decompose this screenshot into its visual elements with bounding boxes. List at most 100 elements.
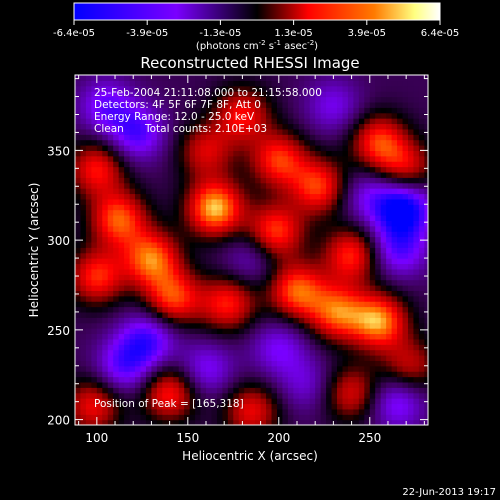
heatmap-cell	[271, 317, 278, 324]
heatmap-cell	[276, 91, 284, 98]
heatmap-cell	[167, 360, 174, 367]
heatmap-cell	[320, 311, 327, 318]
heatmap-cell	[315, 85, 322, 92]
heatmap-cell	[249, 177, 256, 184]
heatmap-cell	[304, 333, 311, 340]
heatmap-cell	[407, 123, 415, 130]
heatmap-cell	[375, 392, 382, 399]
heatmap-cell	[118, 360, 125, 367]
heatmap-cell	[91, 118, 98, 125]
heatmap-cell	[244, 215, 251, 221]
heatmap-cell	[85, 80, 92, 87]
heatmap-cell	[293, 365, 300, 372]
heatmap-cell	[167, 371, 174, 378]
heatmap-cell	[353, 322, 360, 329]
heatmap-cell	[260, 344, 267, 351]
heatmap-cell	[129, 301, 136, 308]
heatmap-cell	[107, 268, 114, 275]
heatmap-cell	[91, 123, 98, 130]
heatmap-cell	[320, 371, 327, 378]
heatmap-cell	[113, 112, 120, 119]
heatmap-cell	[375, 209, 382, 216]
heatmap-cell	[91, 263, 98, 270]
heatmap-cell	[353, 295, 360, 302]
heatmap-cell	[135, 241, 142, 248]
heatmap-cell	[156, 376, 163, 383]
heatmap-cell	[173, 333, 180, 340]
heatmap-cell	[178, 177, 185, 184]
heatmap-cell	[304, 193, 311, 200]
heatmap-cell	[287, 204, 294, 211]
heatmap-cell	[156, 155, 163, 162]
heatmap-cell	[145, 355, 153, 361]
heatmap-cell	[276, 155, 284, 162]
heatmap-cell	[129, 220, 136, 227]
heatmap-cell	[151, 360, 158, 367]
heatmap-cell	[238, 398, 245, 405]
heatmap-cell	[102, 317, 109, 324]
heatmap-cell	[342, 258, 349, 265]
heatmap-cell	[135, 161, 142, 168]
heatmap-cell	[227, 295, 234, 302]
heatmap-cell	[255, 241, 262, 248]
heatmap-cell	[222, 355, 229, 361]
heatmap-cell	[233, 301, 240, 308]
heatmap-cell	[80, 376, 87, 383]
heatmap-cell	[369, 317, 376, 324]
heatmap-cell	[129, 75, 136, 81]
heatmap-cell	[118, 123, 125, 130]
heatmap-cell	[91, 365, 98, 372]
heatmap-cell	[135, 225, 142, 232]
heatmap-cell	[293, 85, 300, 92]
heatmap-cell	[315, 387, 322, 394]
heatmap-cell	[309, 145, 316, 151]
heatmap-cell	[375, 220, 382, 227]
heatmap-cell	[255, 80, 262, 87]
heatmap-cell	[315, 198, 322, 205]
heatmap-cell	[353, 338, 360, 345]
heatmap-cell	[135, 188, 142, 195]
heatmap-cell	[80, 177, 87, 184]
heatmap-cell	[238, 376, 245, 383]
heatmap-cell	[315, 311, 322, 318]
heatmap-cell	[96, 268, 103, 275]
heatmap-cell	[304, 392, 311, 399]
heatmap-cell	[402, 225, 409, 232]
heatmap-cell	[407, 328, 415, 335]
heatmap-cell	[80, 279, 87, 286]
heatmap-cell	[424, 247, 428, 254]
heatmap-cell	[124, 80, 131, 87]
heatmap-cell	[331, 344, 338, 351]
heatmap-cell	[162, 123, 169, 130]
heatmap-cell	[271, 118, 278, 125]
heatmap-cell	[326, 322, 333, 329]
heatmap-cell	[287, 215, 294, 221]
heatmap-cell	[364, 387, 371, 394]
heatmap-cell	[118, 414, 125, 421]
heatmap-cell	[91, 85, 98, 92]
heatmap-cell	[407, 171, 415, 178]
heatmap-cell	[315, 166, 322, 173]
heatmap-cell	[282, 107, 289, 114]
heatmap-cell	[151, 145, 158, 151]
heatmap-cell	[304, 128, 311, 135]
heatmap-cell	[222, 91, 229, 98]
heatmap-cell	[85, 317, 92, 324]
heatmap-cell	[173, 155, 180, 162]
heatmap-cell	[287, 252, 294, 259]
heatmap-cell	[342, 333, 349, 340]
heatmap-cell	[266, 338, 273, 345]
heatmap-cell	[380, 128, 387, 135]
heatmap-cell	[216, 171, 223, 178]
heatmap-cell	[80, 96, 87, 103]
heatmap-cell	[195, 333, 202, 340]
heatmap-cell	[167, 85, 174, 92]
heatmap-cell	[113, 381, 120, 388]
heatmap-cell	[162, 333, 169, 340]
heatmap-cell	[380, 161, 387, 168]
heatmap-cell	[326, 91, 333, 98]
heatmap-cell	[227, 85, 234, 92]
heatmap-cell	[216, 365, 223, 372]
heatmap-cell	[364, 220, 371, 227]
